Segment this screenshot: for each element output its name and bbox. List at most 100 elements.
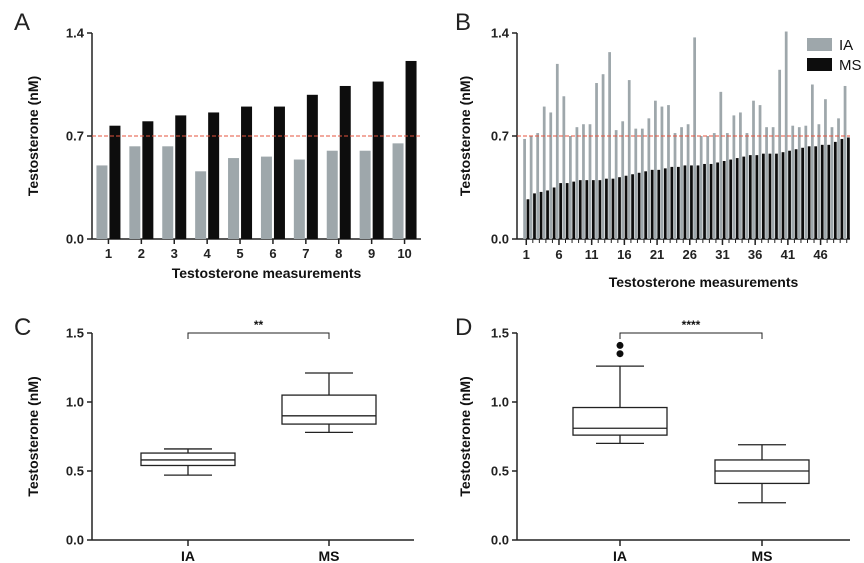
bar-ia xyxy=(96,165,108,239)
bar-ia xyxy=(588,124,592,239)
bar-ms xyxy=(794,149,798,239)
bar-ms xyxy=(306,94,318,239)
bar-ia xyxy=(562,96,566,240)
x-tick-label: 2 xyxy=(138,246,145,261)
bar-ms xyxy=(722,161,726,239)
bar-ms xyxy=(735,158,739,239)
bar-ia xyxy=(601,74,605,239)
bar-ms xyxy=(716,162,719,239)
x-tick-label: 16 xyxy=(617,247,631,262)
bar-ia xyxy=(536,133,540,239)
panel-label-c: C xyxy=(14,314,31,341)
y-tick-label: 1.5 xyxy=(66,326,84,341)
x-tick-label: 7 xyxy=(302,246,309,261)
bar-ia xyxy=(752,100,755,239)
bar-ia xyxy=(569,136,572,239)
bar-ms xyxy=(241,106,253,239)
legend-swatch-ia xyxy=(807,38,832,51)
y-tick-label: 0.7 xyxy=(491,129,509,144)
bar-ia xyxy=(523,138,526,239)
y-tick-label: 0.0 xyxy=(491,232,509,247)
bar-ms xyxy=(526,199,530,239)
outlier-point xyxy=(616,350,624,358)
bar-ia xyxy=(293,159,305,239)
bar-ia xyxy=(529,136,533,239)
bar-ms xyxy=(578,180,582,239)
bar-ia xyxy=(654,100,657,239)
bar-ia xyxy=(810,84,814,239)
x-tick-label: MS xyxy=(752,548,773,563)
bar-ia xyxy=(228,158,240,239)
x-tick-label: 6 xyxy=(555,247,562,262)
y-axis-title: Testosterone (nM) xyxy=(25,76,41,196)
bar-ms xyxy=(820,144,824,239)
y-tick-label: 1.0 xyxy=(491,395,509,410)
x-tick-label: 1 xyxy=(105,246,112,261)
bar-ia xyxy=(712,133,716,239)
x-tick-label: 1 xyxy=(523,247,530,262)
x-tick-label: IA xyxy=(181,548,195,563)
bar-ms xyxy=(142,121,154,239)
panel-label-a: A xyxy=(14,9,30,36)
bar-ia xyxy=(195,171,207,239)
bar-ia xyxy=(778,69,782,240)
bar-ms xyxy=(768,153,772,239)
x-tick-label: IA xyxy=(613,548,627,563)
bar-ms xyxy=(637,172,641,239)
bar-ia xyxy=(260,156,272,239)
x-tick-label: 26 xyxy=(683,247,697,262)
bar-ia xyxy=(745,133,749,239)
bar-ms xyxy=(559,183,563,239)
x-axis-title: Testosterone measurements xyxy=(172,265,362,281)
bar-ms xyxy=(703,163,706,239)
bar-ia xyxy=(542,106,546,239)
bar-ms xyxy=(552,187,556,239)
outlier-point xyxy=(616,341,624,349)
x-tick-label: 6 xyxy=(269,246,276,261)
bar-ms xyxy=(670,166,674,239)
bar-ia xyxy=(582,124,585,239)
bar-ms xyxy=(533,193,536,239)
bar-ms xyxy=(273,106,285,239)
y-tick-label: 1.4 xyxy=(66,26,85,41)
bar-ms xyxy=(781,152,785,239)
significance-label: **** xyxy=(682,318,701,332)
significance-bracket xyxy=(619,332,763,339)
x-tick-label: 10 xyxy=(397,246,411,261)
x-tick-label: 41 xyxy=(781,247,795,262)
panel-label-d: D xyxy=(455,314,472,341)
bar-ms xyxy=(644,171,648,239)
bar-ms xyxy=(788,150,791,239)
x-tick-label: 8 xyxy=(335,246,342,261)
bar-ms xyxy=(109,125,121,239)
bar-ia xyxy=(837,118,840,239)
y-tick-label: 1.4 xyxy=(491,26,510,41)
x-tick-label: 4 xyxy=(204,246,212,261)
x-tick-label: 9 xyxy=(368,246,375,261)
bar-ms xyxy=(591,180,595,239)
bar-ia xyxy=(680,127,683,239)
bar-ia xyxy=(784,31,788,240)
bar-ms xyxy=(565,183,569,239)
bar-ms xyxy=(539,191,543,239)
bar-ia xyxy=(667,105,670,239)
bar-ms xyxy=(605,178,608,239)
bar-ms xyxy=(657,169,661,239)
bar-ia xyxy=(634,128,638,239)
bar-ia xyxy=(326,150,338,239)
bar-ms xyxy=(807,146,811,239)
bar-ia xyxy=(614,130,618,239)
bar-ia xyxy=(673,133,677,239)
box-ia xyxy=(572,406,668,436)
bar-ia xyxy=(162,146,174,239)
bar-ms xyxy=(546,190,549,239)
bar-ms xyxy=(585,180,589,239)
x-tick-label: 3 xyxy=(171,246,178,261)
y-tick-label: 0.0 xyxy=(66,232,84,247)
bar-ms xyxy=(833,141,837,239)
bar-ms xyxy=(611,178,615,239)
bar-ia xyxy=(732,115,736,239)
bar-ia xyxy=(739,112,742,239)
bar-ms xyxy=(742,156,746,239)
